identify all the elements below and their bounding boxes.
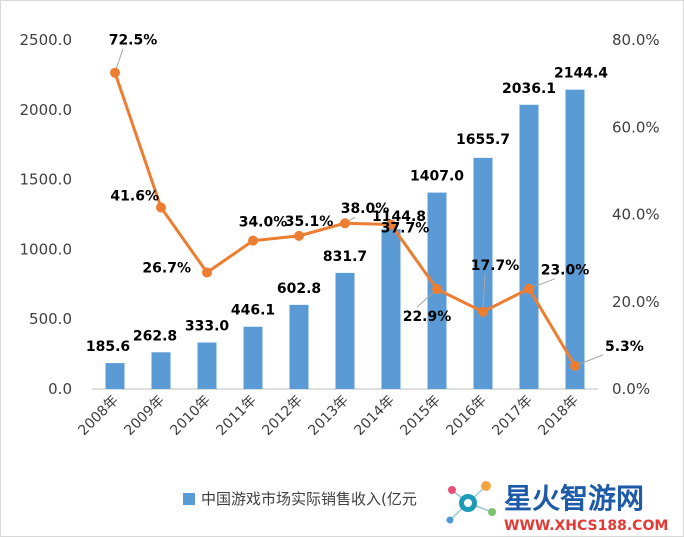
bar-value-label: 1655.7	[456, 132, 510, 148]
right-tick-label: 80.0%	[612, 31, 660, 49]
right-tick-label: 0.0%	[612, 380, 650, 398]
line-value-label: 38.0%	[341, 201, 390, 217]
line-value-label: 72.5%	[109, 33, 158, 49]
bar-value-label: 262.8	[133, 328, 177, 344]
line-value-label: 37.7%	[381, 221, 430, 237]
line-marker	[432, 284, 442, 295]
bar-value-label: 602.8	[277, 281, 321, 297]
bar	[243, 326, 263, 389]
bar	[335, 272, 355, 389]
leader-line	[574, 354, 604, 367]
leader-line	[482, 273, 486, 312]
watermark-title: 星火智游网	[504, 482, 644, 515]
legend-label: 中国游戏市场实际销售收入(亿元	[201, 490, 417, 508]
bar-value-label: 1407.0	[410, 169, 464, 185]
line-marker	[202, 267, 212, 278]
right-tick-label: 40.0%	[612, 206, 660, 224]
left-tick-label: 1500.0	[20, 171, 73, 189]
bar	[565, 89, 585, 390]
left-tick-label: 0.0	[48, 380, 72, 398]
bar	[197, 342, 217, 389]
bar-value-label: 1144.8	[372, 209, 426, 225]
network-icon	[446, 481, 496, 524]
watermark-logo: 星火智游网 WWW.XHCS188.COM	[438, 470, 682, 536]
left-tick-label: 2000.0	[20, 101, 73, 119]
line-marker	[294, 230, 304, 241]
bar-value-label: 446.1	[231, 303, 275, 319]
line-value-label: 23.0%	[541, 263, 590, 279]
left-tick-label: 500.0	[29, 310, 72, 328]
line-marker	[156, 202, 166, 213]
line-value-label: 26.7%	[142, 261, 191, 277]
bar	[289, 304, 309, 389]
bar	[473, 157, 493, 389]
watermark-url: WWW.XHCS188.COM	[504, 518, 668, 534]
line-marker	[570, 360, 580, 371]
line-value-label: 34.0%	[239, 215, 288, 231]
line-value-label: 17.7%	[471, 258, 520, 274]
line-marker	[248, 235, 258, 246]
bar-value-label: 185.6	[86, 339, 130, 355]
line-markers	[110, 67, 580, 371]
right-tick-label: 20.0%	[612, 293, 660, 311]
line-value-label: 41.6%	[110, 189, 159, 205]
right-tick-label: 60.0%	[612, 118, 660, 136]
left-axis: 0.0 500.0 1000.0 1500.0 2000.0 2500.0	[20, 31, 73, 398]
legend-swatch	[183, 493, 195, 505]
line-value-label: 35.1%	[285, 214, 334, 230]
bar-value-label: 333.0	[185, 319, 230, 335]
line-marker	[386, 219, 396, 230]
legend: 中国游戏市场实际销售收入(亿元	[183, 490, 417, 508]
line-data-labels: 72.5% 41.6% 26.7% 34.0%35.1% 38.0% 37.7% 22.9%…	[109, 33, 644, 355]
bar	[105, 363, 125, 389]
bar	[519, 104, 539, 389]
bar-value-label: 2144.4	[554, 66, 608, 82]
left-tick-label: 2500.0	[20, 31, 73, 49]
left-tick-label: 1000.0	[20, 240, 73, 258]
line-marker	[524, 283, 534, 294]
line-marker	[478, 306, 488, 317]
line-marker	[340, 218, 350, 229]
line-value-label: 5.3%	[605, 339, 644, 355]
bar-value-label: 2036.1	[502, 81, 556, 97]
bar-series	[105, 89, 585, 390]
bar-value-label: 831.7	[323, 249, 367, 265]
right-axis: 0.0% 20.0% 40.0% 60.0% 80.0%	[612, 31, 660, 398]
bar	[151, 352, 171, 389]
bar	[381, 229, 401, 389]
line-marker	[110, 67, 120, 78]
line-value-label: 22.9%	[403, 309, 452, 325]
